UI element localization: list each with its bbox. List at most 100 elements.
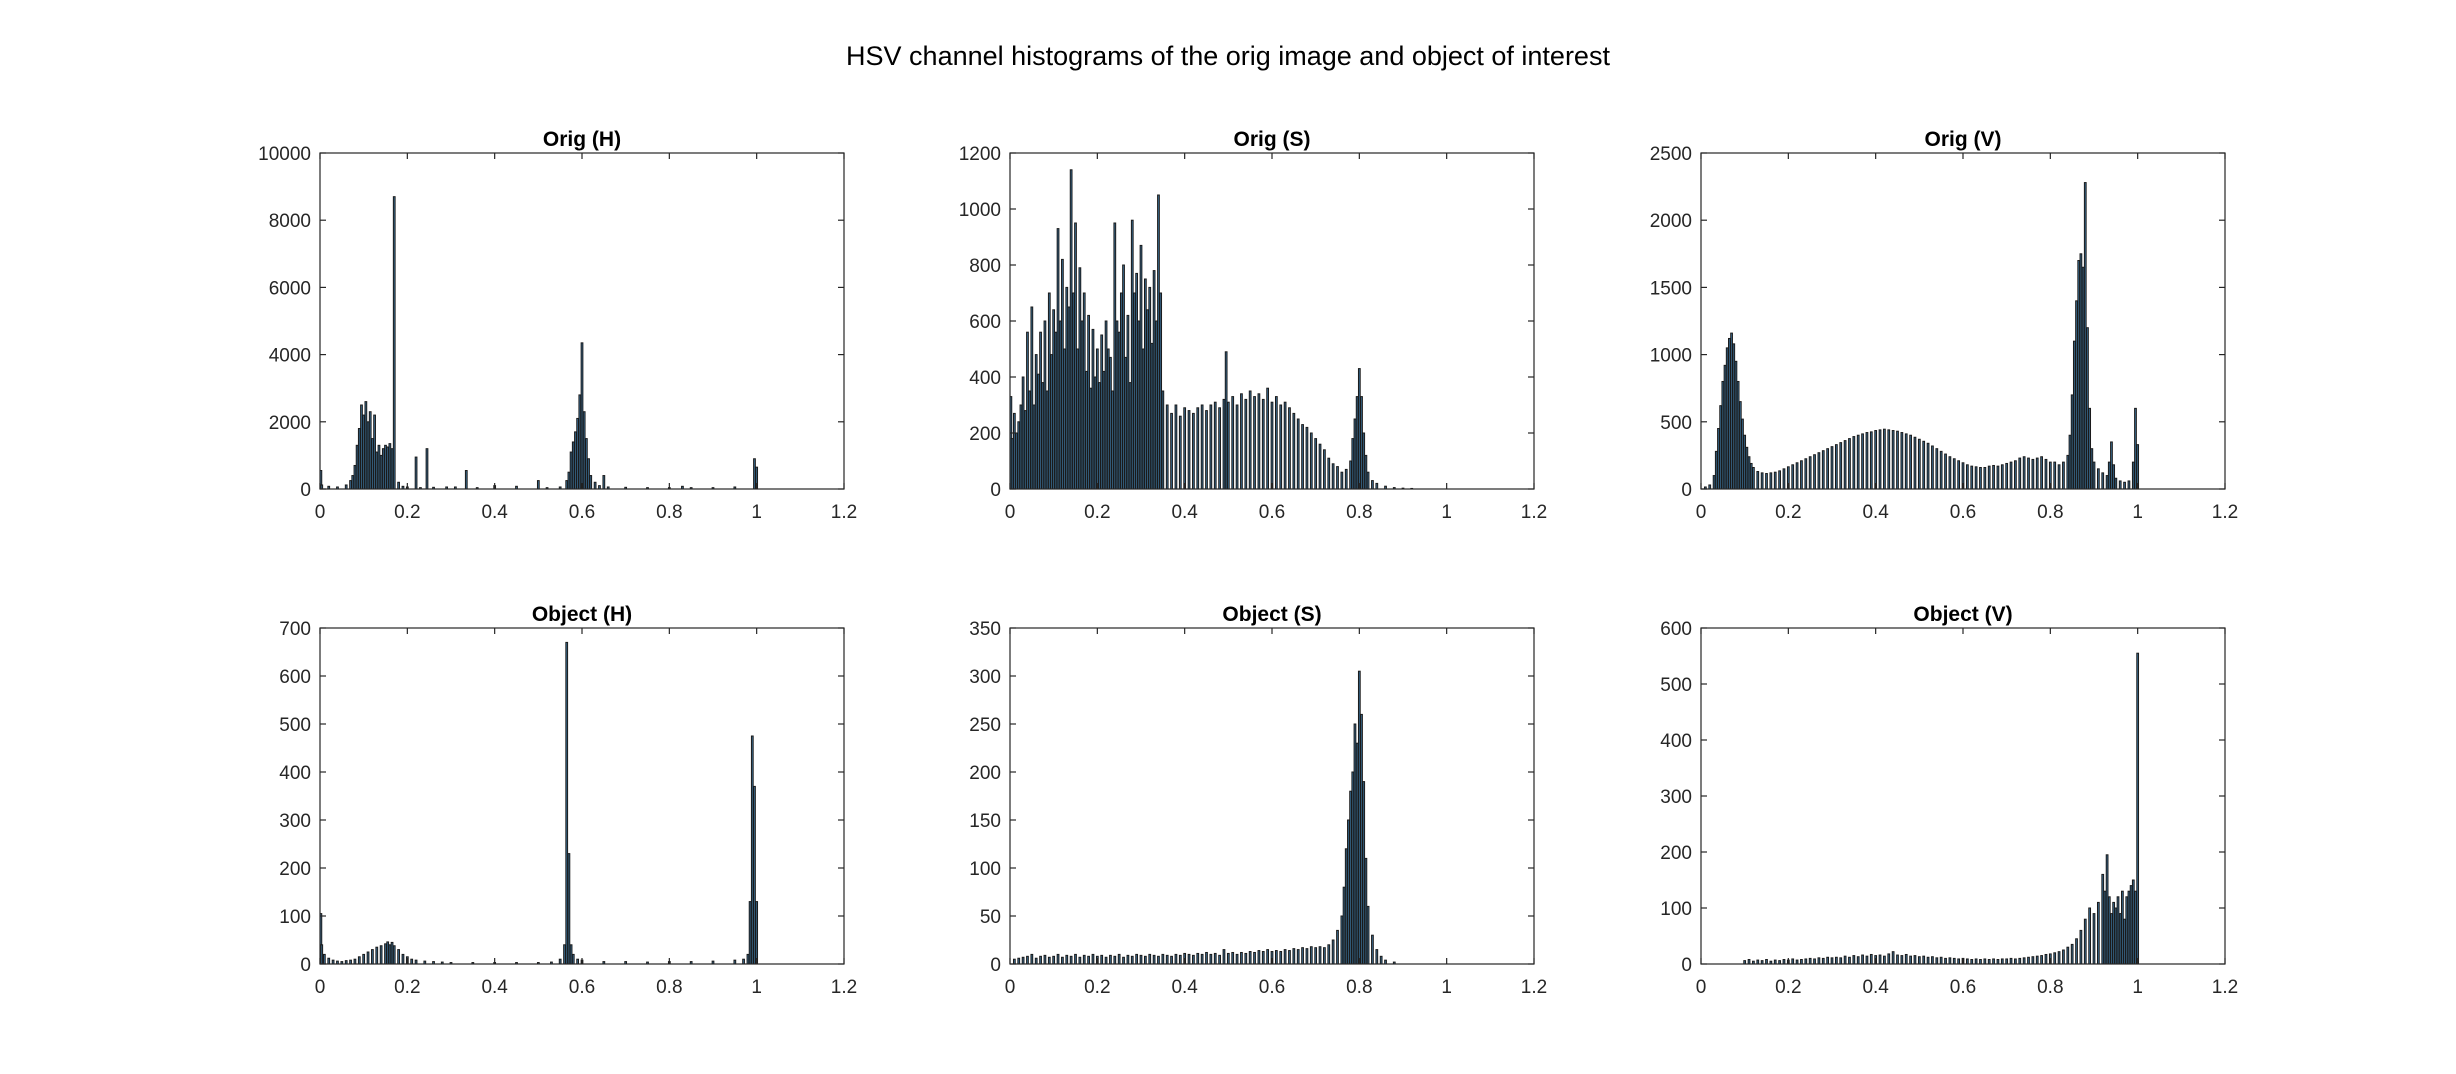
- panel-orig-v: 0 0.2 0.4 0.6 0.8 1 1.2 0 500 1000 1500 2000 2500 Ori…: [1650, 128, 2238, 523]
- histogram-bar: [1074, 953, 1077, 965]
- histogram-bar: [1813, 454, 1816, 490]
- histogram-bar: [1117, 953, 1121, 965]
- histogram-bar: [2088, 407, 2092, 490]
- histogram-bar: [1159, 292, 1163, 490]
- histogram-bar: [1987, 959, 1991, 965]
- histogram-bar: [1861, 954, 1864, 965]
- x-tick-label: 1: [2132, 502, 2143, 523]
- histogram-bar: [742, 958, 745, 965]
- histogram-bar: [1054, 331, 1058, 490]
- histogram-bar: [2014, 460, 2017, 490]
- histogram-bar: [1717, 428, 1720, 490]
- y-tick-label: 150: [969, 811, 1001, 832]
- histogram-bar: [1848, 438, 1851, 490]
- histogram-bar: [349, 480, 352, 490]
- histogram-bar: [1200, 953, 1204, 965]
- histogram-bar: [2005, 462, 2009, 490]
- histogram-bar: [1843, 955, 1847, 965]
- histogram-bar: [1065, 954, 1069, 965]
- histogram-bar: [1327, 944, 1331, 965]
- histogram-bar: [1887, 429, 1891, 490]
- histogram-bar: [1795, 462, 1799, 490]
- histogram-bar: [1909, 955, 1912, 965]
- histogram-bar: [386, 941, 390, 965]
- histogram-bar: [2131, 461, 2135, 490]
- y-tick-label: 600: [1660, 619, 1692, 640]
- histogram-bar: [1100, 334, 1104, 490]
- histogram-bar: [1148, 953, 1152, 965]
- histogram-bar: [1076, 348, 1080, 490]
- orig-v-bars: [1703, 182, 2140, 490]
- x-tick-label: 0: [315, 502, 326, 523]
- histogram-bar: [1769, 472, 1773, 490]
- histogram-bar: [2000, 958, 2004, 965]
- histogram-bar: [377, 444, 381, 490]
- histogram-bar: [2066, 946, 2070, 965]
- histogram-bar: [1800, 959, 1803, 965]
- histogram-bar: [1026, 955, 1029, 965]
- x-tick-label: 0.6: [569, 977, 595, 998]
- histogram-bar: [1209, 404, 1213, 490]
- histogram-bar: [1292, 412, 1296, 490]
- histogram-bar: [2136, 652, 2140, 965]
- histogram-bar: [2114, 477, 2118, 490]
- histogram-bar: [1113, 222, 1117, 490]
- histogram-bar: [2040, 955, 2043, 965]
- histogram-bar: [1992, 958, 1995, 965]
- y-tick-label: 700: [279, 619, 311, 640]
- x-tick-label: 0.4: [1862, 502, 1889, 523]
- histogram-bar: [1102, 370, 1106, 490]
- histogram-bar: [1979, 467, 1982, 490]
- y-tick-label: 6000: [269, 278, 311, 299]
- histogram-bar: [1817, 452, 1821, 490]
- y-tick-label: 400: [1660, 731, 1692, 752]
- histogram-bar: [1355, 742, 1359, 965]
- histogram-bar: [2118, 480, 2122, 490]
- histogram-bar: [1288, 407, 1291, 490]
- histogram-bar: [1800, 460, 1803, 490]
- histogram-bar: [2131, 879, 2135, 965]
- histogram-bar: [563, 944, 566, 965]
- histogram-bar: [2096, 468, 2100, 490]
- histogram-bar: [1817, 957, 1821, 965]
- histogram-bar: [1279, 404, 1283, 490]
- histogram-bar: [565, 480, 569, 490]
- histogram-bar: [1782, 468, 1786, 490]
- histogram-bar: [1913, 436, 1917, 490]
- histogram-bar: [1765, 473, 1768, 490]
- x-tick-label: 1.2: [831, 977, 857, 998]
- histogram-bar: [1058, 320, 1062, 490]
- histogram-bar: [1222, 949, 1226, 965]
- histogram-bar: [1891, 951, 1895, 965]
- histogram-bar: [371, 949, 374, 965]
- histogram-bar: [1808, 456, 1812, 490]
- x-tick-label: 0.2: [394, 977, 420, 998]
- y-tick-label: 200: [969, 424, 1001, 445]
- histogram-bar: [2127, 890, 2131, 965]
- histogram-bar: [1135, 272, 1139, 490]
- histogram-bar: [1082, 954, 1086, 965]
- histogram-bar: [1987, 465, 1991, 490]
- y-tick-label: 2000: [1650, 211, 1692, 232]
- histogram-bar: [1257, 393, 1261, 490]
- histogram-bar: [2018, 957, 2022, 965]
- histogram-bar: [1318, 443, 1322, 490]
- histogram-bar: [425, 448, 429, 490]
- histogram-bar: [392, 196, 396, 490]
- histogram-bar: [1305, 426, 1309, 490]
- histogram-bar: [753, 785, 756, 965]
- histogram-bar: [1331, 939, 1335, 965]
- histogram-bar: [2005, 958, 2009, 965]
- histogram-bar: [1161, 390, 1165, 490]
- x-tick-label: 0.6: [1950, 977, 1976, 998]
- x-tick-label: 0: [1005, 502, 1016, 523]
- histogram-bar: [1010, 438, 1014, 490]
- histogram-bar: [1154, 320, 1158, 490]
- y-tick-label: 500: [279, 715, 311, 736]
- histogram-bar: [1226, 401, 1230, 490]
- histogram-bar: [1909, 434, 1912, 490]
- histogram-bar: [1756, 471, 1760, 490]
- histogram-bar: [1974, 958, 1978, 965]
- histogram-bar: [1804, 958, 1808, 965]
- histogram-bar: [1917, 956, 1921, 965]
